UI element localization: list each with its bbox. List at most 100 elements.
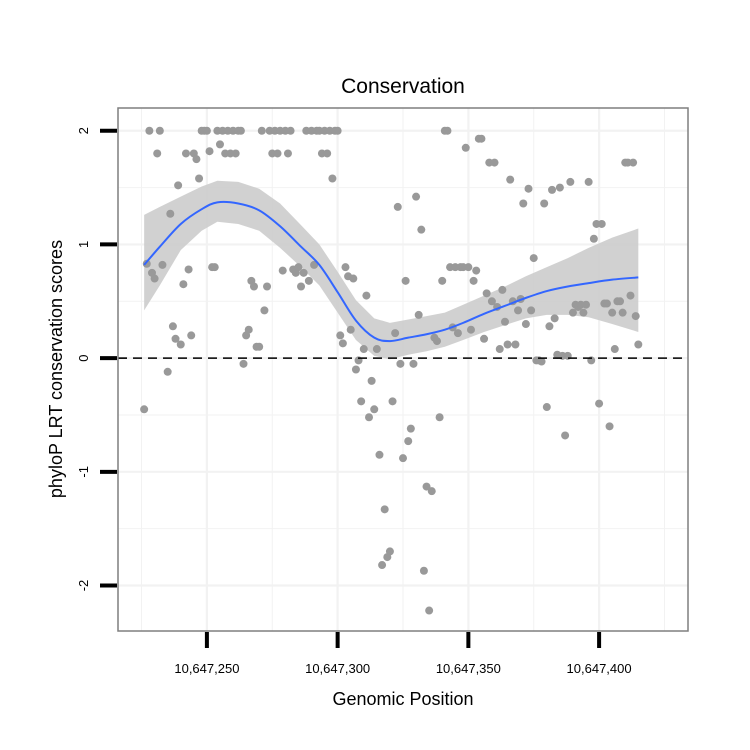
data-point — [375, 450, 384, 459]
data-point — [145, 126, 154, 135]
data-point — [453, 329, 462, 338]
data-point — [184, 265, 193, 274]
data-point — [273, 149, 282, 158]
data-point — [561, 431, 570, 440]
data-point — [179, 280, 188, 289]
data-point — [566, 177, 575, 186]
data-point — [524, 184, 533, 193]
data-point — [297, 282, 306, 291]
data-point — [422, 482, 431, 491]
data-point — [181, 149, 190, 158]
data-point — [461, 143, 470, 152]
data-point — [487, 297, 496, 306]
data-point — [469, 276, 478, 285]
data-point — [174, 181, 183, 190]
data-point — [412, 192, 421, 201]
data-point — [239, 359, 248, 368]
data-point — [249, 282, 258, 291]
data-point — [357, 397, 366, 406]
data-point — [548, 185, 557, 194]
data-point — [506, 175, 515, 184]
data-point — [555, 183, 564, 192]
data-point — [589, 234, 598, 243]
data-point — [618, 308, 627, 317]
data-point — [602, 299, 611, 308]
data-point — [425, 606, 434, 615]
chart-title: Conservation — [341, 75, 465, 98]
data-point — [205, 147, 214, 156]
x-tick-label: 10,647,250 — [174, 661, 239, 676]
data-point — [195, 174, 204, 183]
x-axis-label: Genomic Position — [332, 689, 473, 709]
data-point — [495, 345, 504, 354]
y-tick-label: 2 — [76, 127, 91, 134]
data-point — [372, 345, 381, 354]
data-point — [427, 487, 436, 496]
data-point — [349, 274, 358, 283]
data-point — [432, 337, 441, 346]
data-point — [365, 413, 374, 422]
data-point — [166, 209, 175, 218]
data-point — [278, 266, 287, 275]
data-point — [498, 285, 507, 294]
data-point — [210, 263, 219, 272]
data-point — [367, 376, 376, 385]
confidence-ribbon — [144, 180, 639, 360]
data-point — [521, 320, 530, 329]
data-point — [391, 329, 400, 338]
data-point — [406, 424, 415, 433]
data-point — [378, 561, 387, 570]
data-point — [409, 359, 418, 368]
data-point — [388, 397, 397, 406]
x-tick-label: 10,647,400 — [567, 661, 632, 676]
data-point — [362, 291, 371, 300]
data-point — [595, 399, 604, 408]
data-point — [385, 547, 394, 556]
data-point — [370, 405, 379, 414]
data-point — [579, 308, 588, 317]
data-point — [540, 199, 549, 208]
data-point — [351, 365, 360, 374]
data-point — [260, 306, 269, 315]
data-point — [550, 314, 559, 323]
data-point — [568, 308, 577, 317]
data-point — [605, 422, 614, 431]
data-point — [263, 282, 272, 291]
data-point — [163, 367, 172, 376]
data-point — [396, 359, 405, 368]
data-point — [435, 413, 444, 422]
data-point — [542, 403, 551, 412]
y-tick-label: -1 — [76, 466, 91, 478]
data-point — [304, 276, 313, 285]
data-point — [336, 331, 345, 340]
data-point — [158, 260, 167, 269]
confidence-band — [144, 180, 639, 360]
data-point — [545, 322, 554, 331]
smooth-line — [143, 200, 639, 343]
data-point — [187, 331, 196, 340]
data-point — [404, 437, 413, 446]
data-point — [283, 149, 292, 158]
data-point — [294, 263, 303, 272]
data-point — [500, 317, 509, 326]
data-point — [608, 308, 617, 317]
data-point — [519, 199, 528, 208]
data-point — [393, 202, 402, 211]
data-point — [346, 325, 355, 334]
data-point — [171, 334, 180, 343]
data-point — [401, 276, 410, 285]
data-point — [338, 339, 347, 348]
data-point — [192, 155, 201, 164]
data-point — [153, 149, 162, 158]
data-point — [333, 126, 342, 135]
data-point — [359, 345, 368, 354]
data-point — [323, 149, 332, 158]
y-tick-label: 0 — [76, 355, 91, 362]
plot-panel — [117, 107, 689, 632]
data-point — [490, 158, 499, 167]
data-point — [341, 263, 350, 272]
data-point — [529, 254, 538, 263]
smooth-curve — [143, 200, 639, 343]
data-point — [584, 177, 593, 186]
x-tick-label: 10,647,350 — [436, 661, 501, 676]
